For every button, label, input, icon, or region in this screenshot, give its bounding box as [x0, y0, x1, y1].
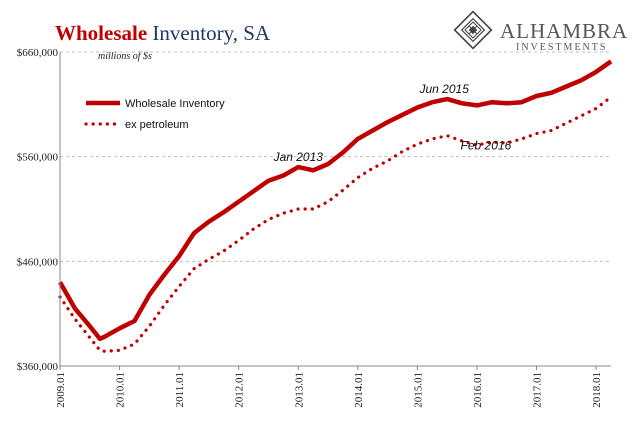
- y-tick-label: $660,000: [17, 47, 59, 59]
- x-tick-label: 2017.01: [532, 372, 544, 408]
- y-tick-label: $460,000: [17, 256, 59, 268]
- units-label: millions of $s: [98, 51, 152, 62]
- chart-title: Wholesale Inventory, SA: [55, 21, 271, 45]
- gridlines: [60, 51, 611, 262]
- annotations: Jan 2013 Jun 2015 Feb 2016: [273, 82, 512, 164]
- alhambra-logo: ALHAMBRA INVESTMENTS: [453, 10, 628, 53]
- x-tick-label: 2011.01: [174, 372, 186, 407]
- x-tick-label: 2009.01: [55, 372, 67, 408]
- y-tick-label: $560,000: [17, 152, 59, 164]
- series-group: [58, 59, 613, 353]
- x-tick-label: 2018.01: [591, 372, 603, 408]
- chart-title-rest: Inventory, SA: [147, 21, 271, 45]
- x-axis: 2009.01 2010.01 2011.01 2012.01 2013.01 2014.…: [55, 366, 603, 408]
- y-axis: $360,000 $460,000 $560,000 $660,000: [17, 47, 59, 373]
- logo-main-text: ALHAMBRA: [500, 19, 628, 43]
- x-tick-label: 2012.01: [234, 372, 246, 408]
- x-tick-label: 2013.01: [293, 372, 305, 408]
- series-line-ex-petroleum: [58, 95, 613, 353]
- diamond-emblem-icon: [453, 10, 493, 50]
- x-tick-label: 2015.01: [412, 372, 424, 408]
- legend-label-wholesale: Wholesale Inventory: [125, 98, 225, 110]
- annotation-label: Feb 2016: [461, 138, 512, 152]
- x-tick-label: 2014.01: [353, 372, 365, 408]
- legend-label-ex-petroleum: ex petroleum: [125, 119, 189, 131]
- series-line-wholesale-inventory: [58, 59, 613, 342]
- y-tick-label: $360,000: [17, 361, 59, 373]
- annotation-label: Jan 2013: [273, 150, 324, 164]
- x-tick-label: 2010.01: [115, 372, 127, 408]
- x-tick-label: 2016.01: [472, 372, 484, 408]
- annotation-label: Jun 2015: [419, 82, 470, 96]
- logo-sub-text: INVESTMENTS: [516, 42, 607, 53]
- chart-title-bold: Wholesale: [55, 21, 147, 45]
- legend: Wholesale Inventory ex petroleum: [84, 98, 225, 131]
